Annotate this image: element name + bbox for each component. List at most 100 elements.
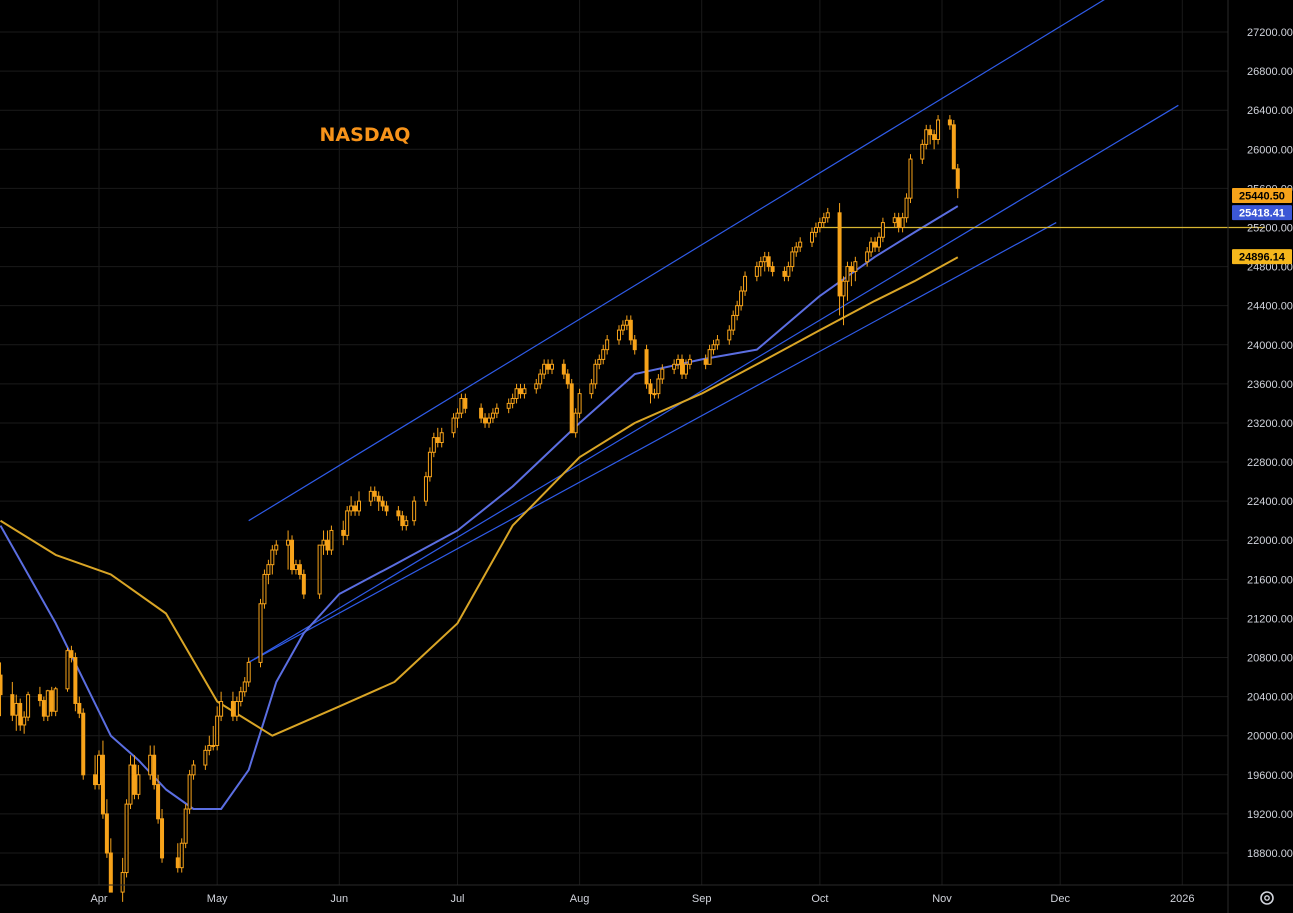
candle-body: [14, 702, 19, 716]
candle-body: [0, 674, 3, 696]
candle: [353, 501, 358, 516]
candle: [65, 647, 70, 692]
trendline-channel-lower[interactable]: [248, 104, 1179, 663]
candle: [920, 139, 925, 164]
candle-body: [620, 324, 625, 331]
candle-body: [865, 251, 870, 263]
candle: [876, 232, 881, 252]
candle-body: [589, 383, 594, 395]
candle-body: [349, 505, 354, 512]
candle: [301, 569, 306, 599]
candle-body: [739, 290, 744, 307]
candle: [234, 696, 239, 722]
candle: [183, 804, 188, 849]
y-tick-label: 26400.00: [1247, 105, 1293, 117]
y-tick-label: 26000.00: [1247, 144, 1293, 156]
candle-body: [128, 764, 133, 805]
candle: [644, 344, 649, 389]
candle: [522, 383, 527, 399]
candle-body: [22, 716, 27, 726]
candle: [652, 388, 657, 399]
candle-body: [569, 383, 574, 434]
candle-body: [947, 119, 952, 126]
candle-body: [230, 701, 235, 717]
candle: [455, 408, 460, 428]
candle-body: [711, 344, 716, 351]
candle-body: [731, 314, 736, 331]
candle: [270, 545, 275, 575]
candle: [120, 857, 125, 902]
candle-body: [152, 754, 157, 786]
price-badge-label: 25440.50: [1239, 190, 1285, 202]
candle: [412, 496, 417, 526]
trendline-channel-lower-2[interactable]: [248, 222, 1057, 663]
candle: [148, 745, 153, 780]
settings-button[interactable]: [1256, 887, 1278, 909]
price-badge: 24896.14: [1232, 249, 1292, 265]
candle-body: [290, 539, 295, 571]
trendline-channel-upper[interactable]: [248, 0, 1116, 522]
candle-body: [187, 774, 192, 810]
candle-body: [479, 407, 484, 419]
candle: [538, 369, 543, 389]
candle: [10, 681, 15, 722]
candle-body: [376, 495, 381, 502]
candle: [593, 359, 598, 389]
candle-body: [794, 246, 799, 253]
candle: [404, 515, 409, 531]
y-tick-label: 22400.00: [1247, 496, 1293, 508]
candle-body: [904, 197, 909, 219]
candle: [735, 300, 740, 321]
candle-body: [680, 358, 685, 375]
candle-body: [321, 539, 326, 546]
candle: [451, 413, 456, 438]
candle: [510, 393, 515, 409]
price-badge-bg: [1232, 187, 1292, 203]
candle-body: [412, 500, 417, 522]
candle: [766, 251, 771, 272]
candle-body: [286, 539, 291, 546]
y-tick-label: 27200.00: [1247, 27, 1293, 39]
candle: [293, 559, 298, 575]
candle-body: [798, 241, 803, 248]
candle: [274, 540, 279, 555]
candle-body: [550, 363, 555, 370]
candle-body: [356, 500, 361, 512]
candle-body: [97, 754, 101, 786]
y-tick-label: 20400.00: [1247, 692, 1293, 704]
candle-body: [317, 544, 322, 595]
candle: [423, 471, 428, 507]
candle-body: [104, 813, 109, 854]
candle: [486, 413, 491, 428]
candle: [262, 569, 267, 609]
candle-body: [41, 700, 46, 717]
candle-body: [45, 690, 50, 717]
candle: [187, 769, 192, 814]
candle-body: [758, 261, 763, 268]
x-tick-label: Sep: [692, 893, 712, 905]
candle: [782, 266, 787, 282]
candle: [711, 339, 716, 355]
candle: [297, 559, 302, 580]
candle-body: [53, 688, 58, 712]
candle-body: [782, 270, 787, 277]
x-tick-label: Aug: [570, 893, 590, 905]
candle-body: [246, 661, 251, 683]
gear-icon: [1260, 891, 1274, 905]
candle: [628, 315, 633, 345]
chart-title: NASDAQ: [320, 124, 411, 146]
candle-body: [676, 358, 681, 365]
candle-body: [191, 764, 196, 776]
candle: [124, 799, 129, 878]
candle: [49, 686, 54, 717]
candle-body: [160, 818, 165, 859]
candle: [676, 354, 681, 370]
candle-body: [762, 256, 767, 263]
candle: [739, 286, 744, 311]
candle-body: [817, 222, 822, 228]
candle-body: [900, 217, 905, 228]
candle-body: [179, 842, 184, 869]
candle: [656, 374, 661, 399]
